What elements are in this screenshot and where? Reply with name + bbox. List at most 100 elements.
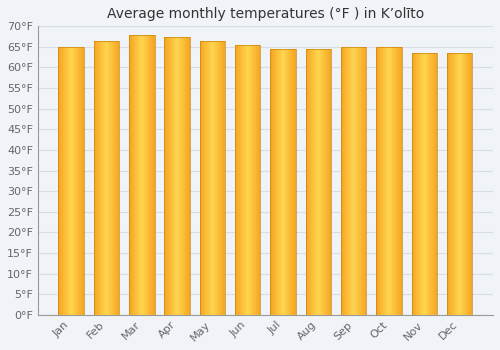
Bar — [253, 45, 254, 315]
Bar — [75, 47, 76, 315]
Bar — [355, 47, 356, 315]
Bar — [146, 35, 147, 315]
Bar — [433, 53, 434, 315]
Bar — [272, 49, 273, 315]
Bar — [358, 47, 359, 315]
Bar — [436, 53, 437, 315]
Bar — [97, 41, 98, 315]
Bar — [200, 41, 225, 315]
Bar — [80, 47, 82, 315]
Bar — [100, 41, 101, 315]
Bar — [470, 53, 471, 315]
Bar — [452, 53, 454, 315]
Bar — [178, 37, 179, 315]
Bar — [434, 53, 435, 315]
Bar — [425, 53, 426, 315]
Bar — [67, 47, 68, 315]
Bar — [422, 53, 423, 315]
Bar — [412, 53, 413, 315]
Bar — [247, 45, 248, 315]
Bar — [348, 47, 350, 315]
Bar — [216, 41, 217, 315]
Bar — [283, 49, 284, 315]
Bar — [237, 45, 238, 315]
Bar — [380, 47, 381, 315]
Bar — [350, 47, 351, 315]
Title: Average monthly temperatures (°F ) in Kʼolīto: Average monthly temperatures (°F ) in Kʼ… — [107, 7, 424, 21]
Bar — [239, 45, 240, 315]
Bar — [418, 53, 420, 315]
Bar — [130, 35, 131, 315]
Bar — [323, 49, 324, 315]
Bar — [106, 41, 107, 315]
Bar — [258, 45, 259, 315]
Bar — [74, 47, 75, 315]
Bar — [174, 37, 175, 315]
Bar — [455, 53, 456, 315]
Bar — [215, 41, 216, 315]
Bar — [94, 41, 95, 315]
Bar — [312, 49, 314, 315]
Bar — [131, 35, 132, 315]
Bar — [141, 35, 142, 315]
Bar — [256, 45, 258, 315]
Bar — [330, 49, 331, 315]
Bar — [78, 47, 79, 315]
Bar — [319, 49, 320, 315]
Bar — [236, 45, 237, 315]
Bar — [152, 35, 154, 315]
Bar — [65, 47, 66, 315]
Bar — [317, 49, 318, 315]
Bar — [214, 41, 215, 315]
Bar — [292, 49, 294, 315]
Bar — [401, 47, 402, 315]
Bar — [167, 37, 168, 315]
Bar — [329, 49, 330, 315]
Bar — [77, 47, 78, 315]
Bar — [58, 47, 84, 315]
Bar — [421, 53, 422, 315]
Bar — [111, 41, 112, 315]
Bar — [392, 47, 393, 315]
Bar — [281, 49, 282, 315]
Bar — [220, 41, 222, 315]
Bar — [381, 47, 382, 315]
Bar — [62, 47, 63, 315]
Bar — [451, 53, 452, 315]
Bar — [188, 37, 189, 315]
Bar — [110, 41, 111, 315]
Bar — [168, 37, 169, 315]
Bar — [179, 37, 180, 315]
Bar — [145, 35, 146, 315]
Bar — [186, 37, 188, 315]
Bar — [448, 53, 449, 315]
Bar — [387, 47, 388, 315]
Bar — [114, 41, 115, 315]
Bar — [101, 41, 102, 315]
Bar — [289, 49, 290, 315]
Bar — [138, 35, 140, 315]
Bar — [416, 53, 418, 315]
Bar — [108, 41, 109, 315]
Bar — [147, 35, 148, 315]
Bar — [205, 41, 206, 315]
Bar — [254, 45, 255, 315]
Bar — [245, 45, 246, 315]
Bar — [102, 41, 104, 315]
Bar — [235, 45, 260, 315]
Bar — [356, 47, 357, 315]
Bar — [189, 37, 190, 315]
Bar — [148, 35, 149, 315]
Bar — [318, 49, 319, 315]
Bar — [285, 49, 286, 315]
Bar — [95, 41, 96, 315]
Bar — [469, 53, 470, 315]
Bar — [164, 37, 190, 315]
Bar — [59, 47, 60, 315]
Bar — [244, 45, 245, 315]
Bar — [345, 47, 346, 315]
Bar — [252, 45, 253, 315]
Bar — [454, 53, 455, 315]
Bar — [290, 49, 292, 315]
Bar — [353, 47, 354, 315]
